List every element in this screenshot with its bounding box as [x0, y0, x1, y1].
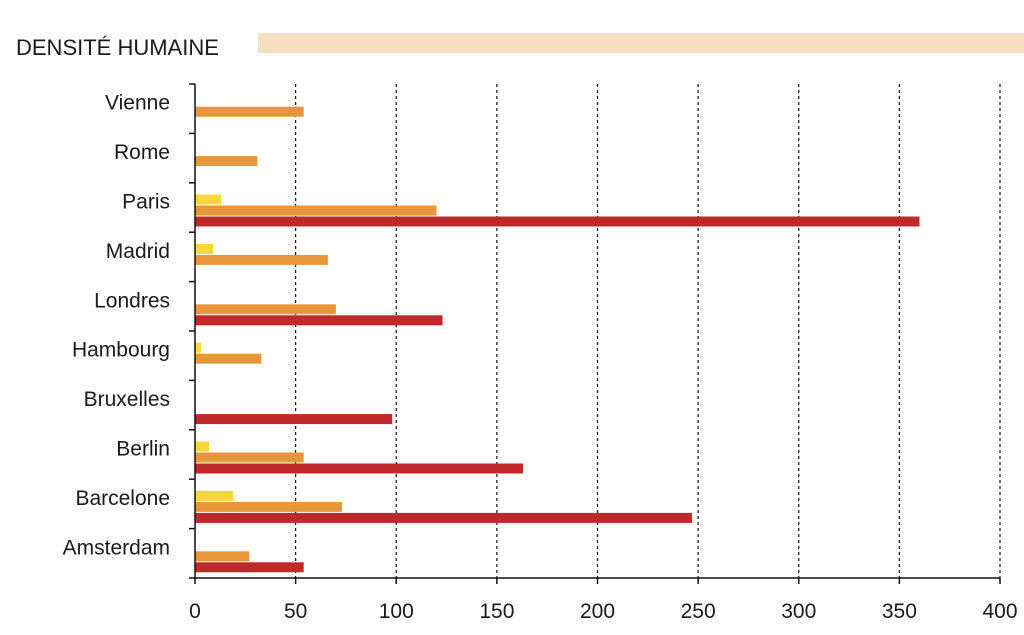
bar: [195, 562, 304, 573]
bar: [195, 353, 262, 364]
bar: [195, 106, 304, 117]
x-tick-label: 250: [681, 600, 716, 623]
bar: [195, 304, 336, 315]
x-tick-label: 400: [982, 600, 1017, 623]
bar: [195, 452, 304, 463]
category-label: Barcelone: [75, 487, 170, 510]
category-label: Amsterdam: [63, 536, 170, 559]
category-label: Madrid: [106, 240, 170, 263]
axes: [189, 83, 1001, 584]
bar: [195, 463, 524, 474]
category-label: Hambourg: [72, 339, 170, 362]
x-tick-label: 350: [882, 600, 917, 623]
x-tick-label: 0: [189, 600, 201, 623]
x-tick-label: 200: [580, 600, 615, 623]
bar: [195, 243, 214, 254]
bar: [195, 205, 437, 216]
category-label: Londres: [94, 289, 170, 312]
category-label: Paris: [122, 191, 170, 214]
bar: [195, 490, 234, 501]
chart-title: DENSITÉ HUMAINE: [16, 35, 219, 60]
x-tick-label: 50: [284, 600, 307, 623]
category-label: Rome: [114, 141, 170, 164]
bar: [195, 414, 393, 425]
bars: [195, 106, 920, 573]
bar: [195, 216, 920, 227]
title-band: [258, 33, 1024, 53]
grid-lines: [295, 84, 1001, 578]
bar: [195, 315, 443, 326]
bar: [195, 194, 222, 205]
x-tick-label: 150: [479, 600, 514, 623]
x-tick-labels: 0 50 100 150 200 250 300 350 400: [189, 600, 1017, 623]
category-label: Bruxelles: [84, 388, 170, 411]
bar: [195, 441, 210, 452]
bar: [195, 156, 258, 167]
x-tick-label: 300: [781, 600, 816, 623]
bar: [195, 551, 250, 562]
bar: [195, 254, 328, 265]
category-label: Vienne: [105, 92, 170, 115]
bar: [195, 342, 202, 353]
bar: [195, 512, 693, 523]
category-labels: Vienne Rome Paris Madrid Londres Hambourg Brux…: [63, 92, 170, 560]
bar: [195, 501, 342, 512]
category-label: Berlin: [116, 438, 170, 461]
x-tick-label: 100: [379, 600, 414, 623]
